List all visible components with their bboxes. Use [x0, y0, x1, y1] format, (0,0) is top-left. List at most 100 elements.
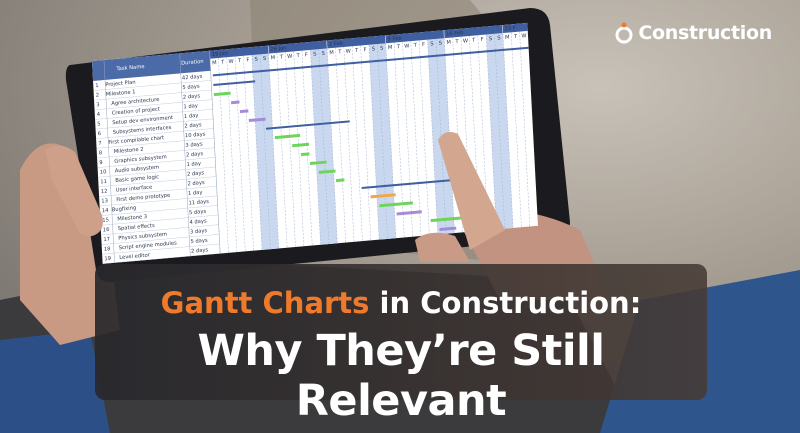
- gantt-bar: [318, 169, 336, 174]
- day-letter: S: [497, 35, 501, 41]
- gantt-bar: [239, 109, 249, 114]
- row-number: 12: [101, 188, 108, 195]
- day-line: [276, 52, 288, 248]
- task-duration: 10 days: [185, 131, 206, 139]
- day-line: [318, 49, 330, 245]
- task-duration: 11 days: [188, 199, 209, 207]
- day-line: [310, 49, 321, 245]
- day-line: [285, 52, 296, 247]
- gantt-bar: [396, 210, 422, 216]
- row-number: 17: [103, 237, 110, 244]
- gantt-bar: [335, 178, 345, 183]
- row-line: [101, 234, 220, 245]
- gantt-bar: [439, 226, 457, 232]
- logo-text: Construction: [638, 22, 772, 44]
- task-name: Setup dev environment: [112, 115, 173, 126]
- day-letter: S: [439, 40, 443, 46]
- day-letter: T: [354, 48, 359, 54]
- task-duration: 2 days: [184, 122, 202, 130]
- gantt-bar: [213, 91, 231, 97]
- gantt-bar: [370, 193, 396, 199]
- row-line: [94, 99, 213, 111]
- task-duration: 3 days: [185, 141, 203, 149]
- row-line: [99, 185, 217, 197]
- gantt-bar: [212, 45, 538, 77]
- row-number: 19: [104, 256, 111, 263]
- table-header-bg: [92, 50, 211, 81]
- row-number: 7: [98, 141, 102, 147]
- task-duration: 2 days: [186, 151, 204, 159]
- day-line: [360, 45, 372, 241]
- row-number: 18: [104, 246, 111, 253]
- weekend-shade: [251, 54, 271, 258]
- task-duration: 2 days: [187, 170, 205, 178]
- row-line: [95, 108, 213, 120]
- day-line: [335, 47, 346, 243]
- task-name: Project Plan: [105, 80, 136, 89]
- day-line: [444, 38, 455, 234]
- day-line: [268, 53, 279, 249]
- day-line: [352, 46, 363, 242]
- task-duration: 5 days: [190, 238, 208, 246]
- column-line: [209, 50, 221, 254]
- day-letter: S: [254, 57, 258, 63]
- row-number: 4: [97, 112, 101, 118]
- day-letter: T: [454, 39, 459, 45]
- day-line: [234, 56, 246, 252]
- row-line: [94, 89, 212, 101]
- row-line: [96, 128, 214, 139]
- day-letter: M: [446, 40, 451, 46]
- day-letter: T: [279, 54, 284, 60]
- day-letter: T: [413, 43, 418, 49]
- day-letter: W: [346, 48, 351, 54]
- task-duration: 1 day: [186, 161, 201, 168]
- task-duration: 5 days: [182, 84, 200, 92]
- logo: Construction: [614, 22, 772, 44]
- gantt-bar: [309, 160, 327, 166]
- day-letter: F: [363, 47, 366, 53]
- day-letter: F: [481, 37, 484, 43]
- row-line: [96, 137, 215, 149]
- logo-icon: [615, 22, 633, 44]
- row-number: 14: [102, 208, 110, 215]
- task-name: First compilable chart: [108, 135, 164, 146]
- day-letter: F: [422, 42, 425, 48]
- day-letter: S: [321, 51, 325, 57]
- day-line: [368, 44, 380, 240]
- duration-header: Duration: [181, 59, 204, 67]
- row-number: 10: [100, 169, 107, 176]
- task-duration: 1 day: [184, 113, 199, 120]
- day-letter: F: [246, 57, 249, 63]
- row-number: 6: [98, 131, 102, 137]
- gantt-bar: [266, 120, 350, 130]
- task-duration: 1 day: [188, 190, 203, 197]
- gantt-bar: [292, 142, 310, 148]
- task-name: Milestone 1: [106, 89, 136, 98]
- task-name: Script engine modules: [119, 240, 178, 251]
- day-letter: M: [388, 45, 393, 51]
- day-line: [326, 48, 338, 244]
- task-name: Graphics subsystem: [114, 154, 167, 165]
- day-line: [418, 40, 430, 236]
- day-line: [226, 57, 238, 253]
- row-number: 9: [99, 160, 103, 166]
- day-letter: S: [380, 46, 384, 52]
- day-line: [435, 38, 447, 234]
- row-number: 8: [99, 150, 103, 156]
- task-name: Audio subsystem: [115, 165, 160, 175]
- gantt-bar: [361, 178, 454, 190]
- week-label: 23 F: [505, 25, 517, 32]
- gantt-bar: [231, 100, 240, 105]
- day-line: [218, 57, 229, 253]
- row-line: [100, 205, 218, 216]
- day-line: [301, 50, 313, 246]
- gantt-bar: [300, 152, 310, 157]
- day-line: [502, 33, 514, 228]
- day-letter: T: [220, 59, 225, 65]
- task-name: Creation of project: [112, 106, 160, 116]
- weekend-shade: [486, 33, 506, 238]
- day-line: [485, 34, 497, 230]
- day-letter: M: [329, 50, 334, 56]
- row-line: [98, 176, 217, 188]
